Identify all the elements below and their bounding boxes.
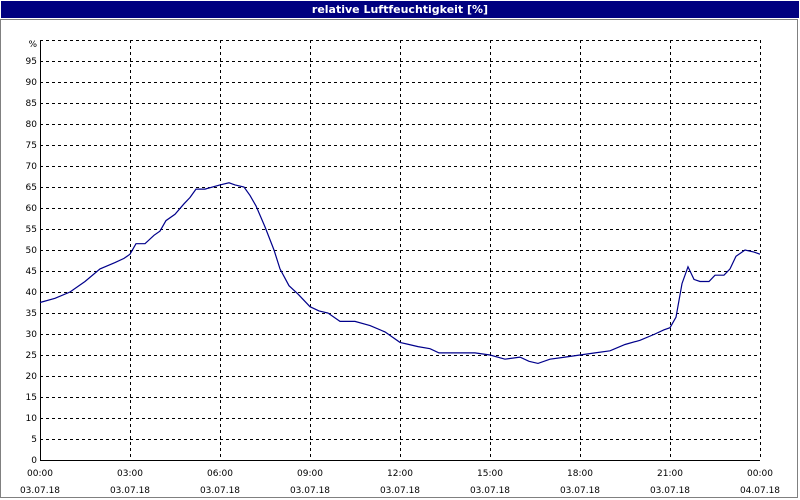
y-tick-label: 15 bbox=[26, 393, 37, 403]
y-tick-label: 70 bbox=[26, 162, 38, 172]
y-tick-label: 30 bbox=[26, 330, 38, 340]
y-tick-label: 10 bbox=[26, 414, 38, 424]
x-tick-date-label: 03.07.18 bbox=[560, 486, 600, 496]
x-tick-time-label: 06:00 bbox=[207, 469, 233, 479]
y-tick-labels: 0 5 10 15 20 25 30 35 40 45 50 55 60 65 70 75 80 85 90 95 bbox=[26, 57, 38, 466]
x-tick-date-label: 03.07.18 bbox=[380, 486, 420, 496]
y-tick-label: 0 bbox=[31, 456, 37, 466]
y-tick-label: 50 bbox=[26, 246, 38, 256]
y-tick-label: 75 bbox=[26, 141, 37, 151]
x-tick-time-label: 12:00 bbox=[387, 469, 413, 479]
x-tick-time-label: 00:00 bbox=[747, 469, 773, 479]
y-tick-label: 35 bbox=[26, 309, 37, 319]
humidity-series-line bbox=[39, 182, 761, 365]
chart-title: relative Luftfeuchtigkeit [%] bbox=[311, 3, 489, 16]
x-tick-date-label: 03.07.18 bbox=[650, 486, 690, 496]
series-group bbox=[39, 182, 761, 365]
x-tick-time-label: 18:00 bbox=[567, 469, 593, 479]
y-tick-label: 85 bbox=[26, 99, 37, 109]
grid-lines bbox=[40, 40, 761, 460]
y-tick-label: 5 bbox=[31, 435, 37, 445]
x-tick-date-label: 03.07.18 bbox=[200, 486, 240, 496]
x-tick-date-label: 03.07.18 bbox=[110, 486, 150, 496]
x-tick-time-label: 03:00 bbox=[117, 469, 143, 479]
y-tick-label: 55 bbox=[26, 225, 37, 235]
x-tick-time-label: 09:00 bbox=[297, 469, 323, 479]
y-tick-label: 60 bbox=[26, 204, 38, 214]
chart-title-bar: relative Luftfeuchtigkeit [%] bbox=[0, 0, 800, 19]
y-tick-label: 45 bbox=[26, 267, 37, 277]
x-tick-time-label: 21:00 bbox=[657, 469, 683, 479]
x-tick-date-label: 03.07.18 bbox=[470, 486, 510, 496]
x-tick-time-label: 00:00 bbox=[27, 469, 53, 479]
y-tick-label: 80 bbox=[26, 120, 38, 130]
y-axis-unit-label: % bbox=[28, 40, 37, 50]
y-tick-label: 40 bbox=[26, 288, 38, 298]
axes bbox=[40, 40, 760, 461]
y-tick-label: 90 bbox=[26, 78, 38, 88]
y-tick-label: 65 bbox=[26, 183, 37, 193]
x-tick-date-label: 03.07.18 bbox=[290, 486, 330, 496]
x-tick-date-label: 03.07.18 bbox=[20, 486, 60, 496]
x-tick-labels: 00:00 03.07.18 03:00 03.07.18 06:00 03.07.18 0… bbox=[20, 469, 780, 496]
x-tick-time-label: 15:00 bbox=[477, 469, 503, 479]
chart-frame bbox=[0, 19, 798, 498]
y-tick-label: 25 bbox=[26, 351, 37, 361]
y-tick-label: 95 bbox=[26, 57, 37, 67]
y-tick-label: 20 bbox=[26, 372, 38, 382]
x-tick-date-label: 04.07.18 bbox=[740, 486, 780, 496]
